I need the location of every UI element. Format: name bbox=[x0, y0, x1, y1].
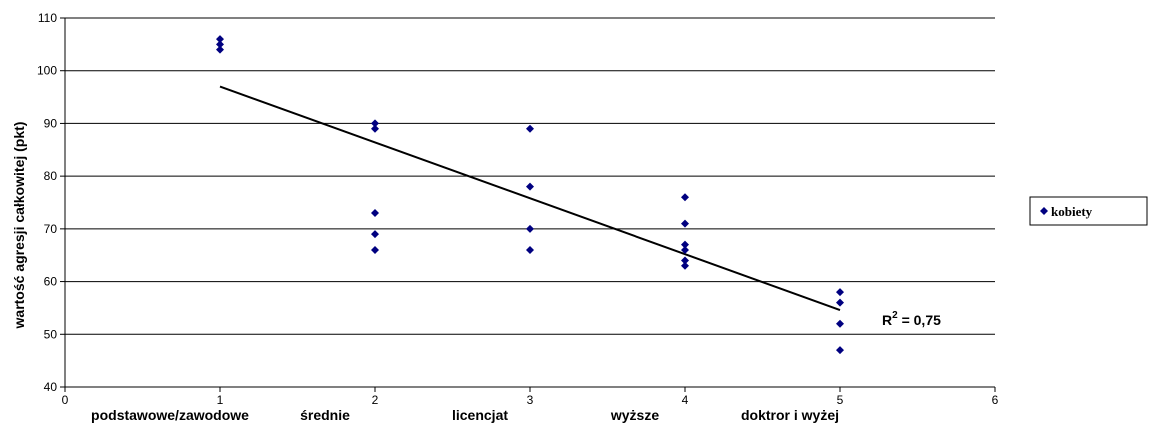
r-squared-label: R2 = 0,75 bbox=[882, 310, 941, 328]
data-point bbox=[371, 230, 379, 239]
data-point bbox=[526, 224, 534, 233]
data-point bbox=[681, 240, 689, 249]
y-tick-label: 40 bbox=[44, 380, 58, 394]
data-point bbox=[526, 182, 534, 191]
data-point bbox=[836, 288, 844, 297]
data-point bbox=[371, 119, 379, 128]
r-squared-sup: 2 bbox=[892, 310, 898, 321]
category-label: średnie bbox=[300, 407, 350, 423]
x-tick-label: 2 bbox=[372, 393, 379, 407]
y-axis-label: wartość agresji całkowitej (pkt) bbox=[11, 122, 27, 330]
legend-marker-icon bbox=[1040, 207, 1048, 215]
gridlines bbox=[65, 17, 995, 335]
y-tick-label: 50 bbox=[44, 327, 58, 341]
data-point bbox=[371, 245, 379, 254]
data-point bbox=[216, 40, 224, 49]
data-point bbox=[681, 219, 689, 228]
y-tick-label: 80 bbox=[44, 169, 58, 183]
legend: kobiety bbox=[1029, 196, 1148, 226]
axes bbox=[60, 17, 996, 392]
x-tick-label: 6 bbox=[992, 393, 999, 407]
x-tick-labels: 0 1 2 3 4 5 6 bbox=[62, 393, 999, 407]
data-point bbox=[836, 298, 844, 307]
x-tick-label: 0 bbox=[62, 393, 69, 407]
y-tick-label: 90 bbox=[44, 116, 58, 130]
data-point bbox=[526, 245, 534, 254]
data-point bbox=[681, 256, 689, 265]
legend-box bbox=[1029, 196, 1148, 226]
data-point bbox=[836, 319, 844, 328]
category-label: podstawowe/zawodowe bbox=[91, 407, 249, 423]
category-label: doktror i wyżej bbox=[741, 407, 839, 423]
data-point bbox=[371, 124, 379, 133]
x-tick-label: 5 bbox=[837, 393, 844, 407]
data-point bbox=[371, 209, 379, 218]
x-tick-label: 4 bbox=[682, 393, 689, 407]
legend-label-kobiety: kobiety bbox=[1051, 204, 1093, 219]
trendline-line bbox=[219, 85, 841, 311]
data-points bbox=[216, 35, 844, 355]
y-tick-label: 70 bbox=[44, 222, 58, 236]
y-tick-label: 100 bbox=[37, 64, 57, 78]
data-point bbox=[836, 346, 844, 355]
category-labels: podstawowe/zawodowe średnie licencjat wyższ… bbox=[91, 407, 839, 423]
r-squared-r: R bbox=[882, 312, 892, 328]
category-label: licencjat bbox=[452, 407, 508, 423]
x-tick-label: 1 bbox=[217, 393, 224, 407]
data-point bbox=[526, 124, 534, 133]
data-point bbox=[681, 193, 689, 202]
data-point bbox=[216, 35, 224, 44]
data-point bbox=[681, 245, 689, 254]
y-tick-labels: 40 50 60 70 80 90 100 110 bbox=[37, 11, 57, 394]
y-tick-label: 60 bbox=[44, 275, 58, 289]
r-squared-value: = 0,75 bbox=[898, 312, 941, 328]
y-tick-label: 110 bbox=[38, 11, 57, 25]
data-point bbox=[216, 45, 224, 54]
x-tick-label: 3 bbox=[527, 393, 534, 407]
trendline bbox=[219, 85, 841, 311]
data-point bbox=[681, 261, 689, 270]
category-label: wyższe bbox=[610, 407, 659, 423]
